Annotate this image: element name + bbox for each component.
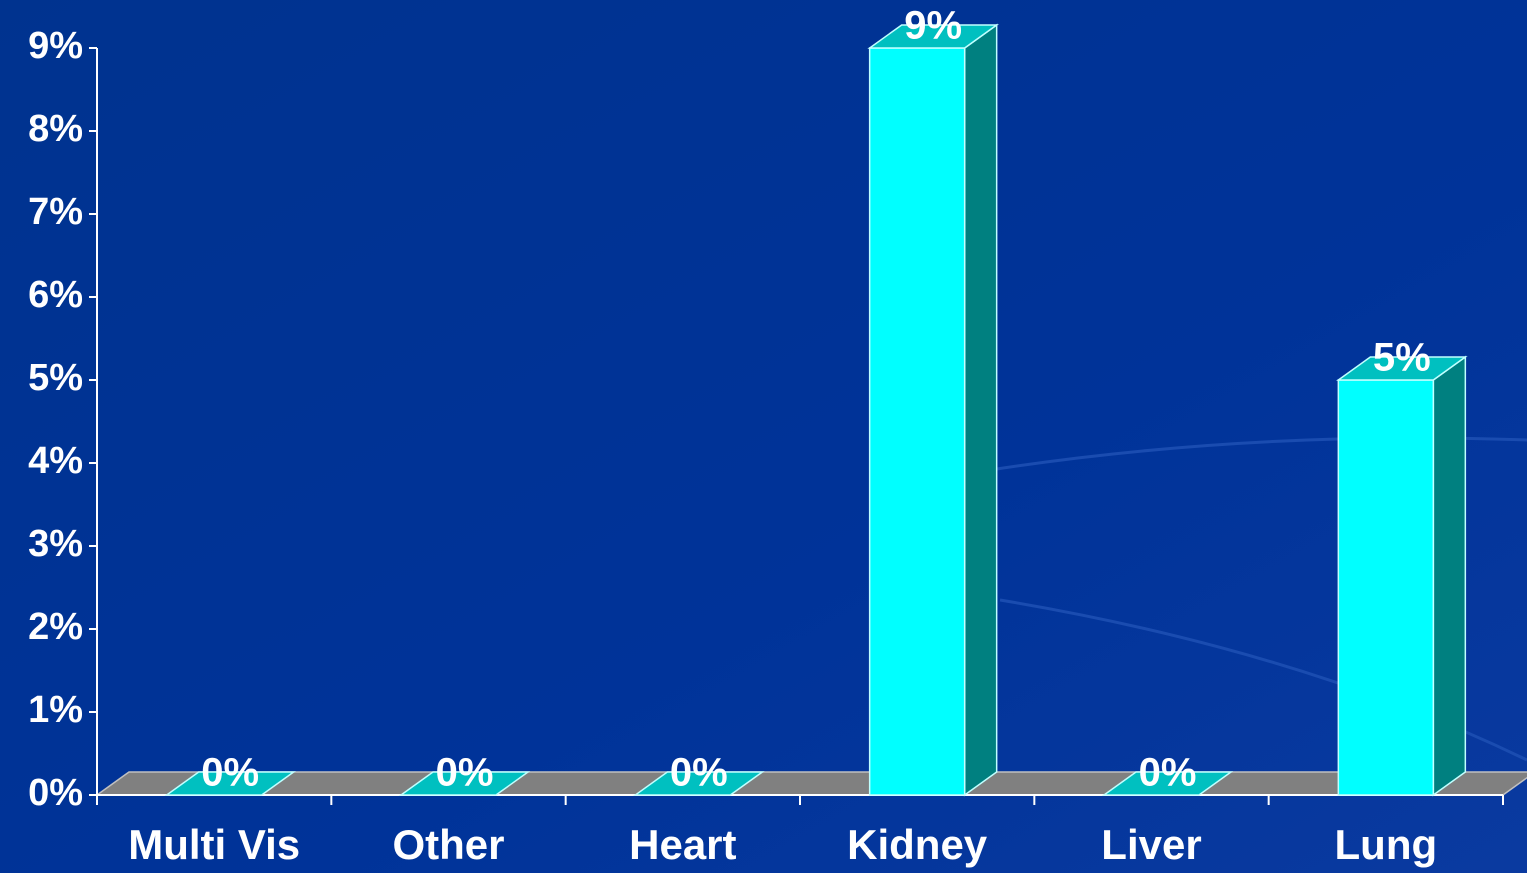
bar-top (867, 24, 999, 49)
y-tick-label: 2% (28, 606, 83, 648)
y-tick-label: 3% (28, 523, 83, 565)
bar-top (398, 771, 531, 796)
bar (164, 771, 296, 796)
bar-front (868, 47, 966, 796)
x-tick-label: Heart (629, 821, 736, 868)
value-label: 0% (670, 751, 728, 795)
bar-top (1336, 356, 1468, 381)
bar-top (164, 771, 296, 796)
value-label: 0% (436, 751, 494, 795)
bar-side (1432, 355, 1467, 797)
y-tick-label: 4% (28, 440, 83, 482)
bar-top (1101, 771, 1234, 796)
value-label: 0% (1139, 751, 1197, 795)
x-tick-label: Multi Vis (128, 821, 300, 868)
y-tick-label: 7% (28, 191, 83, 233)
bar (633, 771, 765, 796)
y-tick-label: 8% (28, 108, 83, 150)
y-tick-label: 6% (28, 274, 83, 316)
floor (94, 771, 1527, 796)
y-tick-label: 1% (28, 689, 83, 731)
bar (1101, 771, 1234, 796)
bar-side (963, 23, 998, 797)
x-tick-label: Other (392, 821, 504, 868)
bar (867, 23, 999, 797)
value-label: 5% (1373, 336, 1431, 380)
y-tick-label: 5% (28, 357, 83, 399)
y-tick-label: 9% (28, 25, 83, 67)
bar-front (1337, 379, 1435, 796)
y-tick-label: 0% (28, 772, 83, 814)
x-tick-label: Kidney (847, 821, 988, 868)
bar (398, 771, 531, 796)
x-tick-label: Liver (1101, 821, 1201, 868)
bar-top (633, 771, 765, 796)
value-label: 9% (904, 4, 962, 48)
bar (1336, 355, 1468, 797)
value-label: 0% (201, 751, 259, 795)
x-tick-label: Lung (1335, 821, 1438, 868)
